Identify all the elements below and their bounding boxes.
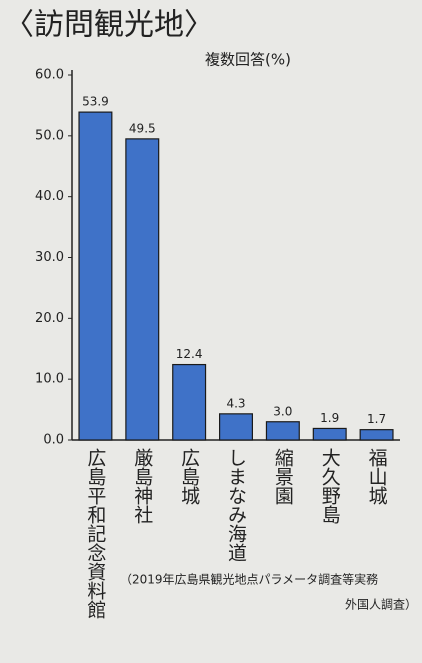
y-tick-label: 0.0 — [43, 433, 64, 448]
bar — [219, 413, 254, 441]
y-tick-label: 40.0 — [35, 189, 64, 204]
bar — [172, 363, 207, 441]
bar — [359, 429, 394, 441]
chart-subtitle: 複数回答(%) — [205, 51, 291, 69]
value-label: 4.3 — [226, 396, 245, 410]
value-label: 12.4 — [176, 347, 203, 361]
value-label: 3.0 — [273, 404, 292, 418]
y-tick-label: 10.0 — [35, 372, 64, 387]
bar — [78, 111, 113, 441]
x-tick-label: 広島平和記念資料館 — [84, 448, 106, 619]
bar — [312, 427, 347, 441]
x-tick-label: 広島城 — [178, 448, 200, 505]
x-tick-label: 福山城 — [366, 448, 388, 505]
bar — [265, 421, 300, 441]
x-tick-label: 厳島神社 — [131, 448, 153, 524]
x-tick-label: 大久野島 — [319, 448, 341, 525]
y-tick-label: 20.0 — [35, 311, 64, 326]
source-note: 外国人調査） — [345, 598, 417, 612]
value-label: 1.9 — [320, 411, 339, 425]
value-label: 49.5 — [129, 121, 156, 135]
y-tick-label: 60.0 — [35, 68, 64, 83]
x-tick-label: しまなみ海道 — [225, 448, 247, 562]
value-label: 53.9 — [82, 95, 109, 109]
source-note: （2019年広島県観光地点パラメータ調査等実務 — [120, 572, 378, 587]
value-label: 1.7 — [367, 412, 386, 426]
y-tick-label: 50.0 — [35, 128, 64, 143]
chart-title: 〈訪問観光地〉 — [4, 8, 214, 43]
y-tick-label: 30.0 — [35, 250, 64, 265]
bar — [125, 138, 160, 441]
x-tick-label: 縮景園 — [272, 448, 294, 505]
